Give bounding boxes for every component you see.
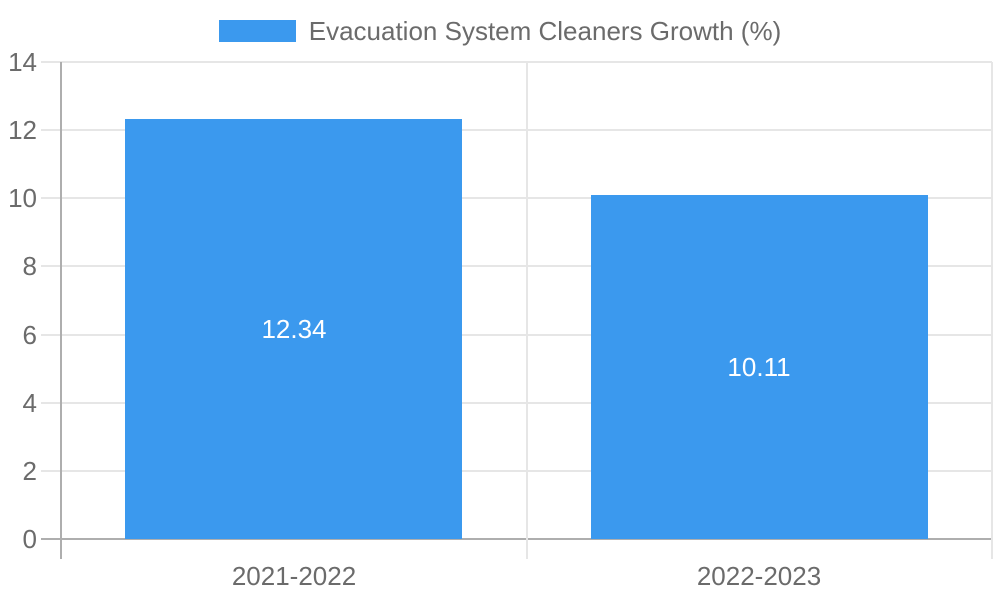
x-axis-tick-label: 2021-2022 xyxy=(231,561,357,591)
bar xyxy=(591,195,928,539)
y-axis-tick-label: 6 xyxy=(22,320,37,350)
x-axis-baseline xyxy=(41,538,992,540)
y-axis-line xyxy=(60,62,62,559)
bar-value-label: 12.34 xyxy=(261,314,327,344)
y-tick-mark xyxy=(41,197,61,199)
legend-swatch xyxy=(218,20,296,42)
y-tick-mark xyxy=(41,402,61,404)
legend-label: Evacuation System Cleaners Growth (%) xyxy=(308,16,782,46)
y-axis-tick-label: 2 xyxy=(22,456,37,486)
bar-value-label: 10.11 xyxy=(727,352,791,382)
x-gridline xyxy=(526,62,528,559)
chart-legend: Evacuation System Cleaners Growth (%) xyxy=(0,18,1000,44)
x-gridline xyxy=(991,62,993,559)
y-tick-mark xyxy=(41,265,61,267)
y-axis-tick-label: 14 xyxy=(8,47,37,77)
y-tick-mark xyxy=(41,470,61,472)
y-tick-mark xyxy=(41,61,61,63)
y-axis-tick-label: 0 xyxy=(22,524,37,554)
bar xyxy=(125,119,462,539)
x-axis-tick-label: 2022-2023 xyxy=(696,561,822,591)
y-tick-mark xyxy=(41,129,61,131)
y-axis-tick-label: 10 xyxy=(8,183,37,213)
y-tick-mark xyxy=(41,334,61,336)
y-axis-tick-label: 8 xyxy=(22,251,37,281)
y-axis-tick-label: 4 xyxy=(22,388,37,418)
y-axis-tick-label: 12 xyxy=(8,115,37,145)
